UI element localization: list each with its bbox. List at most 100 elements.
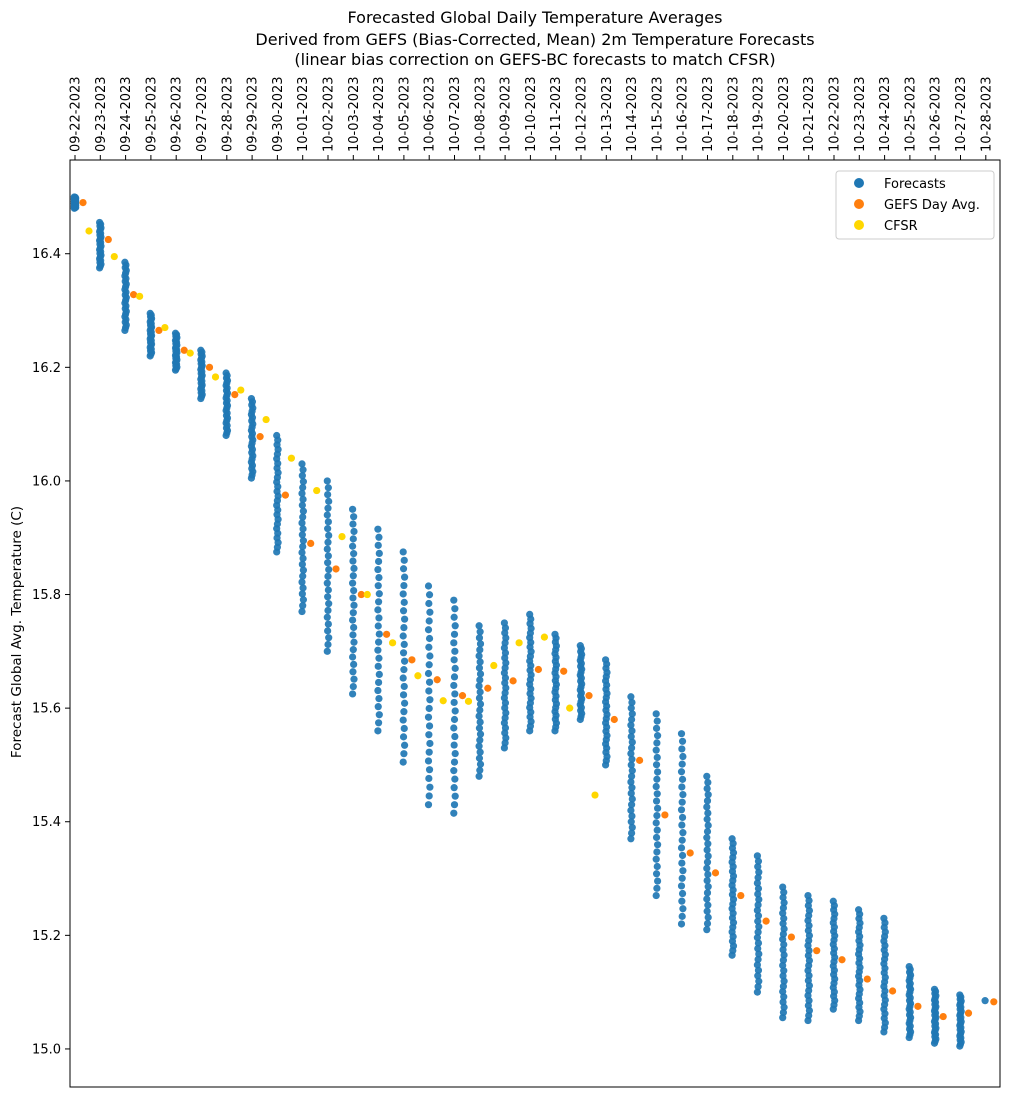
gefs-day-avg-point [307,539,315,548]
forecast-point [678,783,686,791]
forecast-point [451,622,459,630]
forecast-point [450,613,458,621]
forecast-point [350,527,358,536]
forecast-point [324,606,332,615]
forecast-point [476,718,484,726]
forecast-point [70,193,78,201]
forecast-point [374,646,382,654]
forecast-point [754,901,762,909]
cfsr-point [439,697,447,705]
forecast-point [401,699,409,707]
forecast-point [628,772,636,780]
x-tick-label: 10-12-2023 [575,76,590,152]
x-axis-ticks: 09-22-2023 09-23-2023 09-24-2023 09-25-2023… [69,76,994,160]
forecast-point [627,761,635,769]
forecast-point [400,640,408,649]
forecast-point [349,631,357,639]
x-tick-label: 10-03-2023 [347,76,362,152]
legend-label-forecasts: Forecasts [884,177,946,192]
forecast-point [298,590,306,598]
gefs-day-avg-point [180,346,188,354]
x-tick-label: 09-25-2023 [144,76,159,152]
forecast-point [475,622,483,630]
forecast-point [375,719,383,727]
x-tick-label: 09-29-2023 [246,76,261,152]
forecast-point [627,732,635,741]
forecast-point [146,309,154,317]
forecast-point [627,693,635,701]
forecast-point [653,739,661,747]
forecast-point [703,858,712,866]
forecast-point [628,801,636,809]
forecast-point [754,917,762,925]
y-tick-label: 15.8 [32,588,61,603]
forecast-point [375,574,383,582]
forecast-point [476,628,484,636]
forecast-point [678,821,686,829]
forecast-point [627,835,635,843]
gefs-day-avg-point [509,677,517,685]
forecast-point [424,582,433,590]
forecast-point [323,613,331,621]
forecast-point [652,797,661,805]
legend: Forecasts GEFS Day Avg. CFSR [835,170,995,240]
forecast-point [627,704,635,712]
forecast-point [349,609,357,617]
x-tick-label: 10-16-2023 [676,76,691,152]
forecast-point [476,748,484,756]
gefs-day-avg-point [231,390,239,399]
forecast-point [703,827,712,836]
forecast-point [399,565,408,573]
forecast-point [804,891,812,900]
forecast-point [677,844,686,852]
forecast-point [475,664,484,672]
forecast-point [349,690,357,698]
forecast-point [400,623,408,632]
forecast-point [628,755,636,763]
forecast-point [703,926,711,934]
forecast-point [654,841,662,849]
forecast-point [323,647,331,655]
gefs-day-avg-point [155,326,163,335]
forecast-point [704,809,712,817]
gefs-day-avg-point [939,1012,947,1021]
forecast-point [754,928,762,936]
forecast-point [171,329,180,337]
forecast-point [399,674,407,682]
forecast-point [450,767,458,775]
forecast-point [677,882,686,890]
forecast-point [323,579,331,587]
forecast-point [677,920,686,928]
x-tick-label: 10-19-2023 [752,76,767,152]
forecast-point [476,706,484,714]
forecast-point [754,983,762,991]
forecast-point [374,582,382,590]
legend-marker-gefs [854,199,864,209]
forecast-point [299,602,307,610]
forecast-point [475,724,484,732]
legend-label-gefs: GEFS Day Avg. [884,198,980,213]
forecast-point [450,656,458,664]
y-tick-label: 16.4 [32,247,61,262]
forecast-point [475,694,484,702]
forecast-point [349,572,357,580]
gefs-day-avg-point [433,676,441,684]
cfsr-point [363,590,371,599]
forecast-point [653,775,661,783]
forecast-point [424,669,433,678]
gefs-day-avg-point [889,987,897,995]
forecast-point [476,688,484,696]
forecast-point [298,560,306,568]
forecast-point [374,686,382,695]
title-line-2: Derived from GEFS (Bias-Corrected, Mean)… [255,30,814,49]
gefs-day-avg-point [534,665,543,674]
forecast-point [425,599,433,608]
forecast-point [704,791,712,799]
forecast-point [779,883,787,891]
forecast-point [424,757,433,765]
forecast-point [425,634,434,643]
forecast-point [425,731,433,739]
x-tick-label: 09-23-2023 [94,76,109,152]
forecast-point [476,766,484,774]
forecast-point [400,724,408,733]
